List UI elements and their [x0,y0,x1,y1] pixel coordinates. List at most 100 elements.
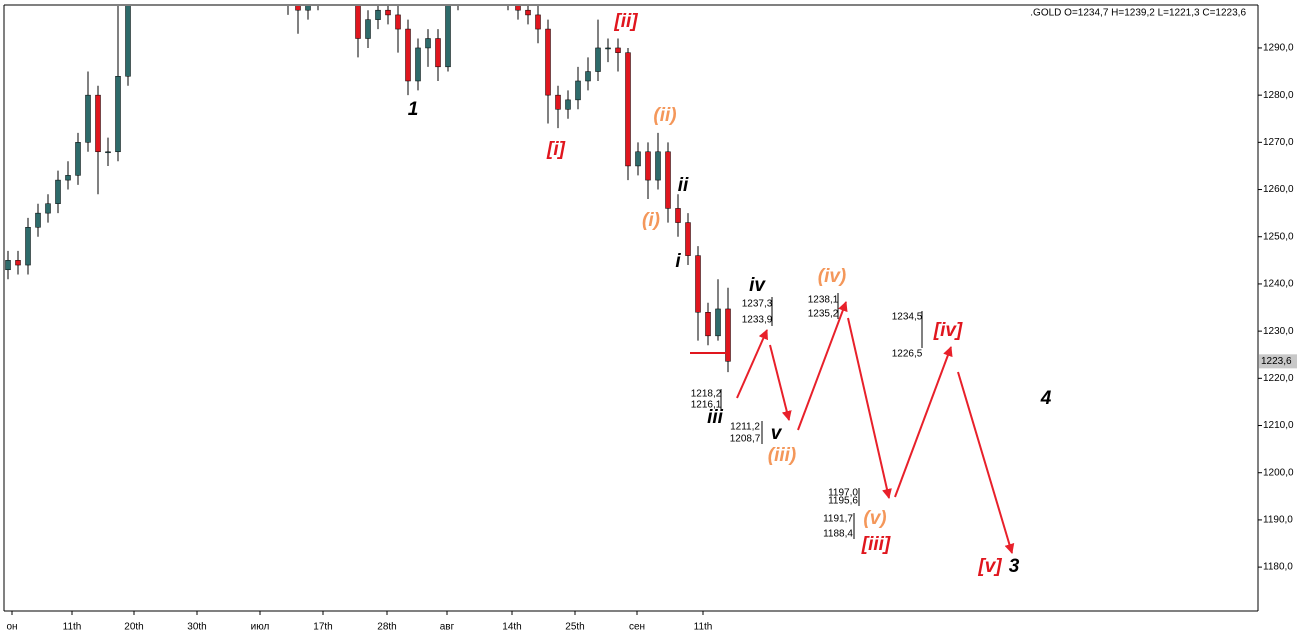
candle-body [615,47,621,53]
wave-label: [iv] [933,320,963,341]
level-label: 1188,4 [823,529,853,540]
wave-label: 1 [408,99,419,120]
candle-body [115,76,121,153]
y-tick-label: 1280,0 [1263,90,1294,101]
candle-body [685,222,691,256]
candle-body [525,9,531,16]
level-label: 1235,2 [808,309,839,320]
candle-body [395,14,401,30]
level-label: 1226,5 [892,349,923,360]
x-tick-label: авг [440,622,455,633]
x-tick-label: 20th [124,622,143,633]
arrow [894,346,953,498]
candle-body [95,94,101,153]
candle-body [655,151,661,181]
level-label: 1191,7 [823,514,853,525]
y-tick-label: 1180,0 [1263,562,1293,573]
x-tick-label: 11th [63,622,82,633]
candle-body [65,175,71,181]
y-tick-label: 1210,0 [1263,420,1294,431]
candle-body [545,28,551,96]
candle-body [375,9,381,20]
level-label: 1218,2 [691,389,722,400]
candle-body [355,6,361,39]
last-price-tag [1259,354,1297,369]
candle-body [575,80,581,101]
projection-arrows [736,301,1015,554]
wave-label: [i] [546,139,566,160]
wave-label: iv [749,275,766,296]
candle-body [725,308,731,362]
candle-body [535,14,541,30]
level-label: 1197,0 [828,488,858,499]
arrow [769,344,792,421]
y-tick-label: 1250,0 [1263,231,1294,242]
candle-body [675,208,681,223]
x-tick-label: июл [251,622,270,633]
candle-body [645,151,651,181]
candle-body [565,99,571,110]
candle-body [25,227,31,266]
y-tick-label: 1270,0 [1263,137,1294,148]
wave-label: (v) [863,508,886,529]
y-tick-label: 1240,0 [1263,279,1294,290]
candle-body [605,47,611,50]
wave-label: i [675,251,681,272]
x-tick-label: 25th [565,622,584,633]
wave-label: (i) [642,210,660,231]
arrow [797,301,848,431]
level-label: 1211,2 [730,422,760,433]
wave-label: 3 [1009,556,1020,577]
y-tick-label: 1200,0 [1263,467,1294,478]
candle-body [75,142,81,176]
x-tick-label: 28th [377,622,396,633]
wave-label: v [771,423,783,444]
arrow [847,317,892,499]
candle-body [515,6,521,11]
y-tick-label: 1260,0 [1263,184,1294,195]
x-tick-label: 17th [313,622,332,633]
candle-body [405,28,411,82]
wave-label: 4 [1040,388,1052,409]
candle-body [585,71,591,82]
x-tick-label: 14th [502,622,521,633]
level-label: 1237,3 [742,299,773,310]
wave-label: [iii] [861,534,891,555]
wave-label: (ii) [653,105,676,126]
candle-body [555,94,561,110]
candle-body [635,151,641,167]
x-tick-label: 30th [187,622,206,633]
candle-body [365,19,371,39]
candle-body [125,6,131,77]
x-tick-label: он [6,622,17,633]
candle-body [415,47,421,82]
candle-body [695,255,701,313]
candle-body [35,212,41,228]
candle-body [595,47,601,72]
wave-label: (iii) [768,445,797,466]
candle-body [425,38,431,49]
wave-label: ii [678,175,689,196]
arrow [957,371,1015,554]
level-label: 1238,1 [808,295,839,306]
y-tick-label: 1190,0 [1263,515,1293,526]
x-tick-label: сен [629,622,645,633]
candle-body [705,311,711,337]
candle-body [305,6,311,11]
wave-label: iii [707,407,724,428]
y-tick-label: 1230,0 [1263,326,1294,337]
level-label: 1208,7 [730,434,761,445]
candle-body [295,6,301,11]
arrow [736,329,768,399]
candle-body [45,203,51,214]
candle-body [435,38,441,68]
wave-label: [ii] [613,11,638,32]
candle-body [5,260,11,271]
wave-label: (iv) [818,266,847,287]
candle-body [85,94,91,143]
wave-label: [v] [977,556,1002,577]
candle-body [665,151,671,209]
symbol-header: .GOLD O=1234,7 H=1239,2 L=1221,3 C=1223,… [1030,8,1246,19]
